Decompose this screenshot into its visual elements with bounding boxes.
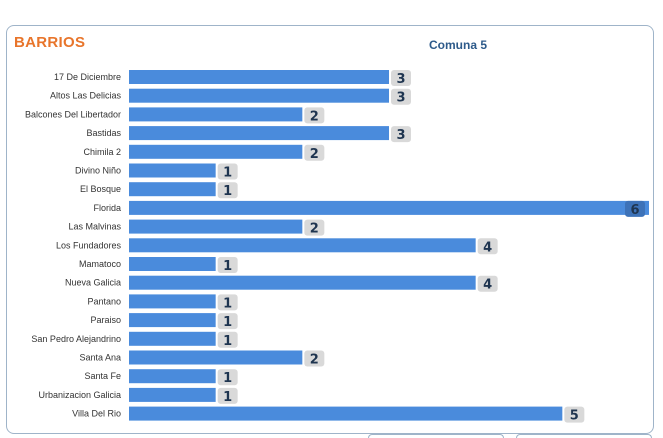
data-label: 3: [396, 72, 405, 87]
data-label: 1: [223, 371, 232, 386]
value-badge: [477, 238, 498, 255]
value-badge: [391, 126, 411, 143]
data-label: 1: [223, 315, 232, 330]
data-label: 5: [570, 409, 579, 424]
bar[interactable]: [129, 350, 303, 365]
data-label: 3: [396, 128, 405, 143]
data-label: 4: [483, 278, 492, 293]
bar[interactable]: [129, 200, 649, 215]
category-label: Divino Niño: [75, 166, 121, 176]
bar[interactable]: [129, 313, 216, 328]
data-label: 6: [630, 203, 639, 218]
bar[interactable]: [129, 88, 389, 103]
bar[interactable]: [129, 238, 476, 253]
value-badge: [304, 350, 325, 367]
bar[interactable]: [129, 369, 216, 384]
value-badge: [217, 387, 238, 404]
value-badge: [304, 219, 325, 236]
data-label: 2: [310, 109, 319, 124]
bar[interactable]: [129, 70, 389, 84]
category-label: San Pedro Alejandrino: [31, 334, 121, 344]
bar[interactable]: [129, 219, 303, 234]
data-label: 2: [310, 222, 319, 237]
data-label: 1: [223, 334, 232, 349]
data-label: 2: [310, 147, 319, 162]
bar[interactable]: [129, 126, 389, 141]
value-badge: [304, 107, 325, 124]
category-label: Mamatoco: [79, 259, 121, 269]
bar[interactable]: [129, 163, 216, 178]
category-label: Urbanizacion Galicia: [38, 390, 121, 400]
category-label: Balcones Del Libertador: [25, 109, 121, 119]
data-label: 1: [223, 166, 232, 181]
category-label: 17 De Diciembre: [54, 72, 121, 82]
data-label: 1: [223, 390, 232, 405]
value-badge: [217, 257, 238, 273]
bar[interactable]: [129, 294, 216, 309]
bar[interactable]: [129, 387, 216, 402]
category-label: Pantano: [87, 296, 121, 306]
data-label: 1: [223, 259, 232, 274]
value-badge: [391, 88, 411, 105]
data-label: 1: [223, 184, 232, 199]
chart-subtitle: Comuna 5: [429, 38, 488, 52]
category-label: Villa Del Rio: [72, 409, 121, 419]
value-badge: [217, 163, 238, 180]
panel-title: BARRIOS: [14, 34, 86, 51]
bottom-tab-right[interactable]: [516, 434, 652, 438]
category-label: Nueva Galicia: [65, 278, 121, 288]
category-label: Bastidas: [86, 128, 121, 138]
value-badge: [564, 406, 585, 423]
category-label: Santa Ana: [79, 353, 121, 363]
data-label: 1: [223, 296, 232, 311]
bar[interactable]: [129, 331, 216, 346]
data-label: 3: [396, 91, 405, 106]
category-label: Chimila 2: [83, 147, 121, 157]
value-badge: [217, 294, 238, 311]
bar[interactable]: [129, 406, 563, 421]
bar[interactable]: [129, 275, 476, 290]
value-badge: [391, 70, 411, 86]
category-label: El Bosque: [80, 184, 121, 194]
value-badge: [217, 331, 238, 348]
data-label: 2: [310, 353, 319, 368]
category-label: Florida: [93, 203, 121, 213]
data-label: 4: [483, 240, 492, 255]
category-label: Santa Fe: [84, 371, 121, 381]
value-badge: [304, 144, 325, 161]
bar[interactable]: [129, 107, 303, 122]
category-label: Las Malvinas: [68, 222, 121, 232]
bar[interactable]: [129, 257, 216, 271]
bar[interactable]: [129, 182, 216, 197]
value-badge: [217, 369, 238, 386]
value-badge: [217, 313, 238, 330]
category-label: Paraiso: [90, 315, 121, 325]
value-badge: [477, 275, 498, 292]
value-badge: [625, 200, 645, 217]
category-label: Los Fundadores: [56, 240, 122, 250]
bottom-tab-left[interactable]: [368, 434, 504, 438]
value-badge: [217, 182, 238, 199]
category-label: Altos Las Delicias: [50, 91, 122, 101]
bar[interactable]: [129, 144, 303, 159]
